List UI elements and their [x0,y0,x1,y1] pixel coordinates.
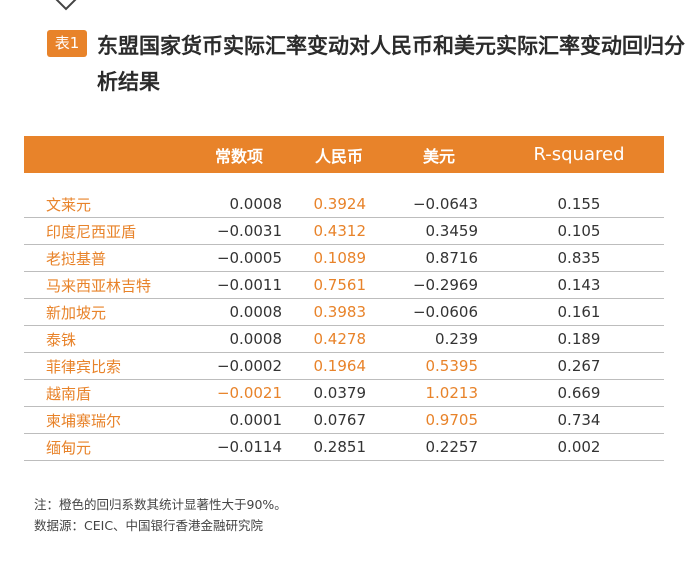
regression-table: 常数项 人民币 美元 R-squared 文莱元 0.0008 0.3924 −0.0… [24,136,664,461]
header-rmb: 人民币 [314,146,363,166]
rmb-coefficient: 0.4278 [294,325,384,353]
r-squared-value: 0.002 [494,433,664,461]
rmb-coefficient: 0.1964 [294,352,384,380]
table-row: 泰铢 0.0008 0.4278 0.239 0.189 [24,325,664,353]
usd-coefficient: 0.2257 [384,433,494,461]
constant-value: 0.0008 [184,298,294,326]
usd-coefficient: −0.2969 [384,271,494,299]
header-blank [24,136,184,173]
rmb-coefficient: 0.0379 [294,379,384,407]
rmb-coefficient: 0.3983 [294,298,384,326]
usd-coefficient: 0.239 [384,325,494,353]
table-number-badge: 表1 [47,30,87,57]
constant-value: −0.0031 [184,217,294,245]
currency-name: 马来西亚林吉特 [24,271,184,299]
currency-name: 越南盾 [24,379,184,407]
constant-value: 0.0001 [184,406,294,434]
currency-name: 印度尼西亚盾 [24,217,184,245]
rmb-coefficient: 0.1089 [294,244,384,272]
usd-coefficient: 0.3459 [384,217,494,245]
table-row: 老挝基普 −0.0005 0.1089 0.8716 0.835 [24,244,664,272]
constant-value: 0.0008 [184,191,294,218]
constant-value: −0.0005 [184,244,294,272]
usd-coefficient: 0.5395 [384,352,494,380]
r-squared-value: 0.105 [494,217,664,245]
rmb-coefficient: 0.0767 [294,406,384,434]
table-row: 马来西亚林吉特 −0.0011 0.7561 −0.2969 0.143 [24,271,664,299]
currency-name: 文莱元 [24,191,184,218]
table-row: 新加坡元 0.0008 0.3983 −0.0606 0.161 [24,298,664,326]
currency-name: 新加坡元 [24,298,184,326]
chevron-down-icon [55,0,77,11]
rmb-coefficient: 0.2851 [294,433,384,461]
table-row: 越南盾 −0.0021 0.0379 1.0213 0.669 [24,379,664,407]
rmb-coefficient: 0.4312 [294,217,384,245]
usd-coefficient: −0.0643 [384,191,494,218]
table-header-row: 常数项 人民币 美元 R-squared [24,136,664,173]
constant-value: −0.0114 [184,433,294,461]
constant-value: −0.0021 [184,379,294,407]
r-squared-value: 0.161 [494,298,664,326]
r-squared-value: 0.734 [494,406,664,434]
r-squared-value: 0.143 [494,271,664,299]
usd-coefficient: 1.0213 [384,379,494,407]
data-source: 数据源：CEIC、中国银行香港金融研究院 [34,518,264,533]
currency-name: 老挝基普 [24,244,184,272]
rmb-coefficient: 0.3924 [294,191,384,218]
significance-note: 注：橙色的回归系数其统计显著性大于90%。 [34,497,287,512]
usd-coefficient: 0.9705 [384,406,494,434]
rmb-coefficient: 0.7561 [294,271,384,299]
table-row: 文莱元 0.0008 0.3924 −0.0643 0.155 [24,191,664,218]
currency-name: 泰铢 [24,325,184,353]
header-r-squared: R-squared [533,144,625,165]
currency-name: 柬埔寨瑞尔 [24,406,184,434]
header-constant: 常数项 [214,146,263,166]
r-squared-value: 0.155 [494,191,664,218]
constant-value: −0.0002 [184,352,294,380]
r-squared-value: 0.189 [494,325,664,353]
r-squared-value: 0.835 [494,244,664,272]
page-title: 东盟国家货币实际汇率变动对人民币和美元实际汇率变动回归分析结果 [97,34,685,94]
table-row: 缅甸元 −0.0114 0.2851 0.2257 0.002 [24,433,664,461]
currency-name: 菲律宾比索 [24,352,184,380]
r-squared-value: 0.669 [494,379,664,407]
currency-name: 缅甸元 [24,433,184,461]
constant-value: 0.0008 [184,325,294,353]
table-row: 印度尼西亚盾 −0.0031 0.4312 0.3459 0.105 [24,217,664,245]
footnote: 注：橙色的回归系数其统计显著性大于90%。 数据源：CEIC、中国银行香港金融研… [34,494,287,536]
table-row: 柬埔寨瑞尔 0.0001 0.0767 0.9705 0.734 [24,406,664,434]
constant-value: −0.0011 [184,271,294,299]
header-usd: 美元 [422,146,455,166]
usd-coefficient: −0.0606 [384,298,494,326]
usd-coefficient: 0.8716 [384,244,494,272]
table-row: 菲律宾比索 −0.0002 0.1964 0.5395 0.267 [24,352,664,380]
r-squared-value: 0.267 [494,352,664,380]
